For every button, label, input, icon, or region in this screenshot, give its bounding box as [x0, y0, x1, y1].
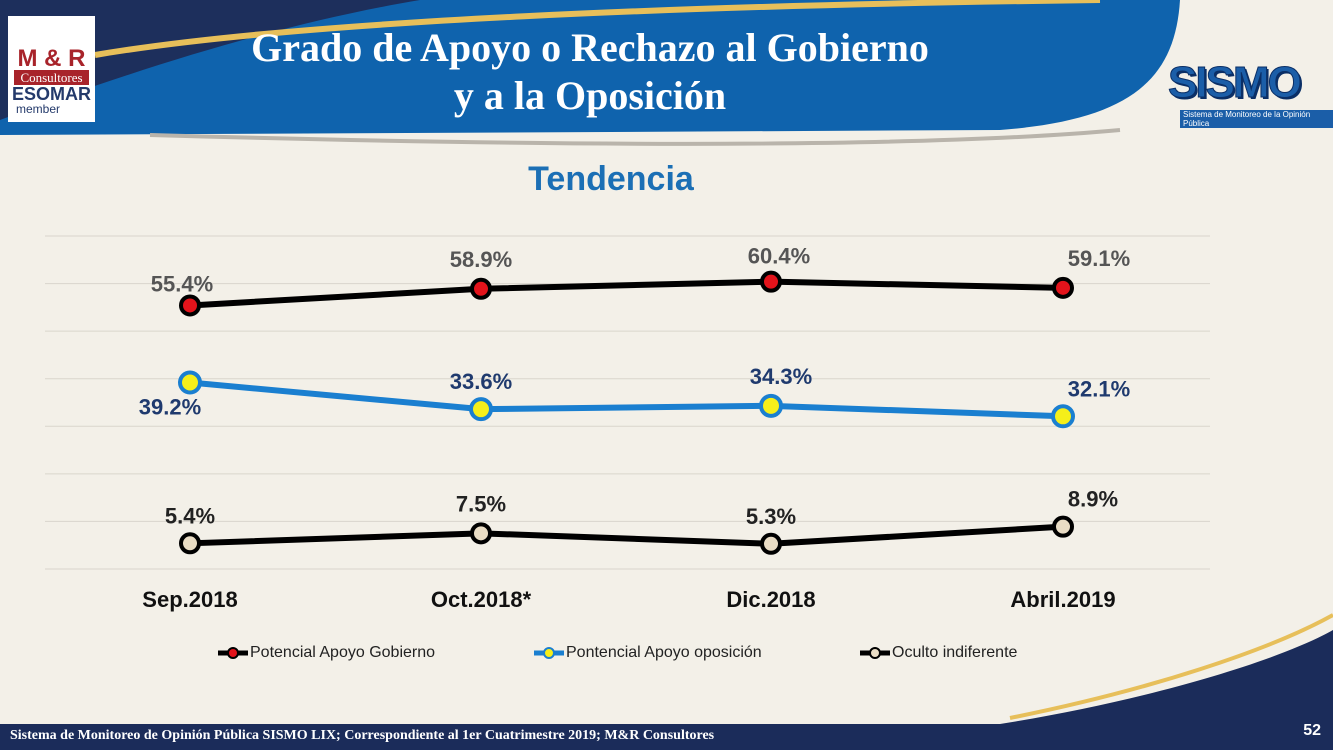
x-tick-label: Abril.2019 — [1010, 587, 1115, 612]
x-tick-label: Oct.2018* — [431, 587, 532, 612]
slide-title: Grado de Apoyo o Rechazo al Gobierno y a… — [150, 24, 1030, 120]
footer-text: Sistema de Monitoreo de Opinión Pública … — [10, 728, 715, 743]
data-point — [760, 532, 782, 555]
data-label: 7.5% — [456, 491, 506, 516]
series-line — [189, 523, 1064, 547]
data-point — [470, 522, 492, 545]
data-point — [469, 397, 493, 422]
page-number: 52 — [1303, 722, 1321, 739]
mr-consultores-logo: M & R Consultores ESOMAR member — [8, 16, 95, 122]
data-point — [178, 370, 202, 395]
legend-label: Potencial Apoyo Gobierno — [250, 644, 436, 661]
data-label: 55.4% — [151, 271, 213, 296]
logo-text: M & R — [17, 45, 86, 72]
data-point — [1051, 404, 1075, 429]
series-line — [189, 278, 1064, 309]
footer: Sistema de Monitoreo de Opinión Pública … — [0, 724, 1333, 750]
data-label: 59.1% — [1068, 246, 1130, 271]
data-label: 8.9% — [1068, 487, 1118, 512]
data-label: 5.4% — [165, 503, 215, 528]
series-line — [189, 379, 1064, 420]
logo-text: ESOMAR — [11, 84, 91, 104]
legend-marker-icon — [534, 647, 564, 659]
x-tick-label: Sep.2018 — [142, 587, 237, 612]
data-label: 34.3% — [750, 364, 812, 389]
sismo-logo: SISMO — [1168, 58, 1303, 108]
legend-label: Pontencial Apoyo oposición — [566, 644, 762, 661]
data-label: 32.1% — [1068, 376, 1130, 401]
logo-text: member — [16, 102, 61, 116]
legend-label: Oculto indiferente — [892, 644, 1018, 661]
logo-text: Consultores — [14, 70, 89, 85]
data-label: 58.9% — [450, 247, 512, 272]
chart-title: Tendencia — [528, 160, 694, 198]
data-label: 5.3% — [746, 504, 796, 529]
data-point — [760, 270, 782, 293]
legend-item-oposicion: Pontencial Apoyo oposición — [532, 644, 762, 662]
data-point — [1052, 276, 1074, 299]
data-point — [470, 277, 492, 300]
data-label: 39.2% — [139, 395, 201, 420]
title-line-1: Grado de Apoyo o Rechazo al Gobierno — [251, 25, 929, 70]
data-point — [1052, 515, 1074, 538]
legend-marker-icon — [860, 647, 890, 659]
data-point — [179, 294, 201, 317]
legend-item-oculto: Oculto indiferente — [858, 644, 1017, 662]
data-point — [759, 393, 783, 418]
data-point — [179, 532, 201, 555]
sismo-tagline: Sistema de Monitoreo de la Opinión Públi… — [1180, 110, 1333, 128]
data-label: 60.4% — [748, 244, 810, 269]
data-label: 33.6% — [450, 369, 512, 394]
legend-item-gobierno: Potencial Apoyo Gobierno — [216, 644, 435, 662]
title-line-2: y a la Oposición — [453, 73, 727, 118]
legend-marker-icon — [218, 647, 248, 659]
x-tick-label: Dic.2018 — [726, 587, 815, 612]
